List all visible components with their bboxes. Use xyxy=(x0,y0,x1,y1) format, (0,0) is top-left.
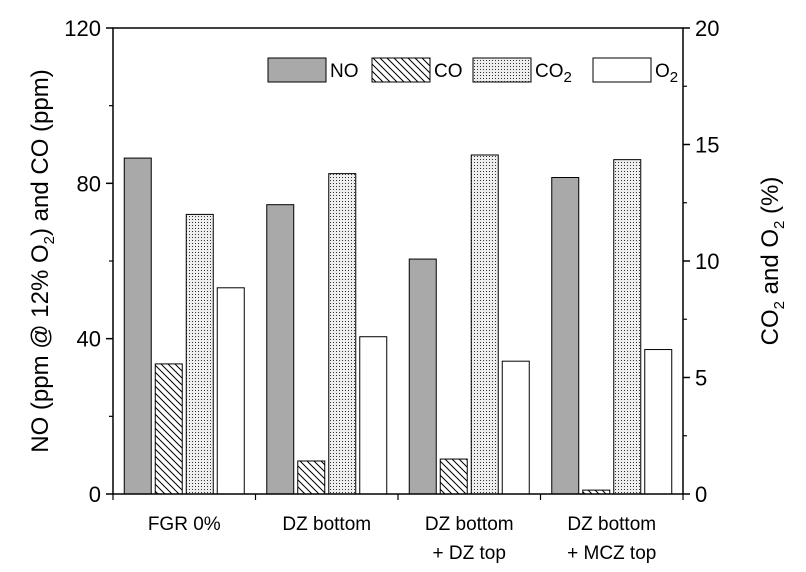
x-axis-ticks xyxy=(112,494,684,500)
category-label: + MCZ top xyxy=(567,543,656,564)
right-tick-label: 15 xyxy=(695,133,719,158)
right-tick-label: 0 xyxy=(695,482,707,507)
bar-no-2 xyxy=(266,204,295,495)
bar-co2-1 xyxy=(185,213,214,495)
bar-group xyxy=(123,154,673,495)
right-axis-title: CO2 and O2 (%) xyxy=(757,177,788,346)
right-tick-label: 20 xyxy=(695,16,719,41)
bar-o2-4 xyxy=(644,349,673,495)
right-tick-label: 10 xyxy=(695,249,719,274)
bar-no-1 xyxy=(123,157,152,495)
category-label: FGR 0% xyxy=(148,514,221,535)
category-label: + DZ top xyxy=(433,543,506,564)
bar-o2-1 xyxy=(216,287,245,495)
category-label: DZ bottom xyxy=(425,514,514,535)
left-axis-ticks: 0 40 80 120 xyxy=(64,16,113,507)
category-label: DZ bottom xyxy=(567,514,656,535)
bar-co-3 xyxy=(439,458,468,495)
legend-swatch-co2 xyxy=(472,57,532,83)
bar-o2-2 xyxy=(359,336,388,495)
bar-no-4 xyxy=(551,177,580,495)
legend: NO CO CO2 O2 xyxy=(267,57,678,86)
left-tick-label: 0 xyxy=(89,482,101,507)
legend-label-co2: CO2 xyxy=(535,61,572,86)
right-axis-ticks: 0 5 10 15 20 xyxy=(683,16,719,507)
legend-label-co: CO xyxy=(434,61,463,82)
bar-co-1 xyxy=(154,363,183,495)
bar-co2-3 xyxy=(470,154,499,495)
bar-no-3 xyxy=(408,258,437,495)
bar-co2-4 xyxy=(613,159,642,495)
bar-co-2 xyxy=(297,460,326,495)
legend-swatch-o2 xyxy=(592,57,652,83)
left-tick-label: 80 xyxy=(77,171,101,196)
left-axis-title: NO (ppm @ 12% O2) and CO (ppm) xyxy=(27,69,58,452)
legend-swatch-co xyxy=(371,57,431,83)
legend-swatch-no xyxy=(267,57,327,83)
category-label: DZ bottom xyxy=(282,514,371,535)
left-tick-label: 120 xyxy=(64,16,101,41)
right-tick-label: 5 xyxy=(695,366,707,391)
category-labels: FGR 0% DZ bottom DZ bottom + DZ top DZ botto… xyxy=(148,514,657,564)
bar-o2-3 xyxy=(501,360,530,495)
bar-co2-2 xyxy=(328,173,357,495)
left-tick-label: 40 xyxy=(77,327,101,352)
legend-label-no: NO xyxy=(330,61,359,82)
legend-label-o2: O2 xyxy=(655,61,678,86)
